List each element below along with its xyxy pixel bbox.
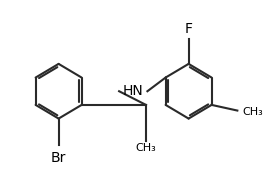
Text: HN: HN [123, 84, 144, 98]
Text: CH₃: CH₃ [242, 108, 263, 117]
Text: Br: Br [51, 151, 66, 165]
Text: F: F [184, 22, 193, 36]
Text: CH₃: CH₃ [136, 143, 156, 153]
